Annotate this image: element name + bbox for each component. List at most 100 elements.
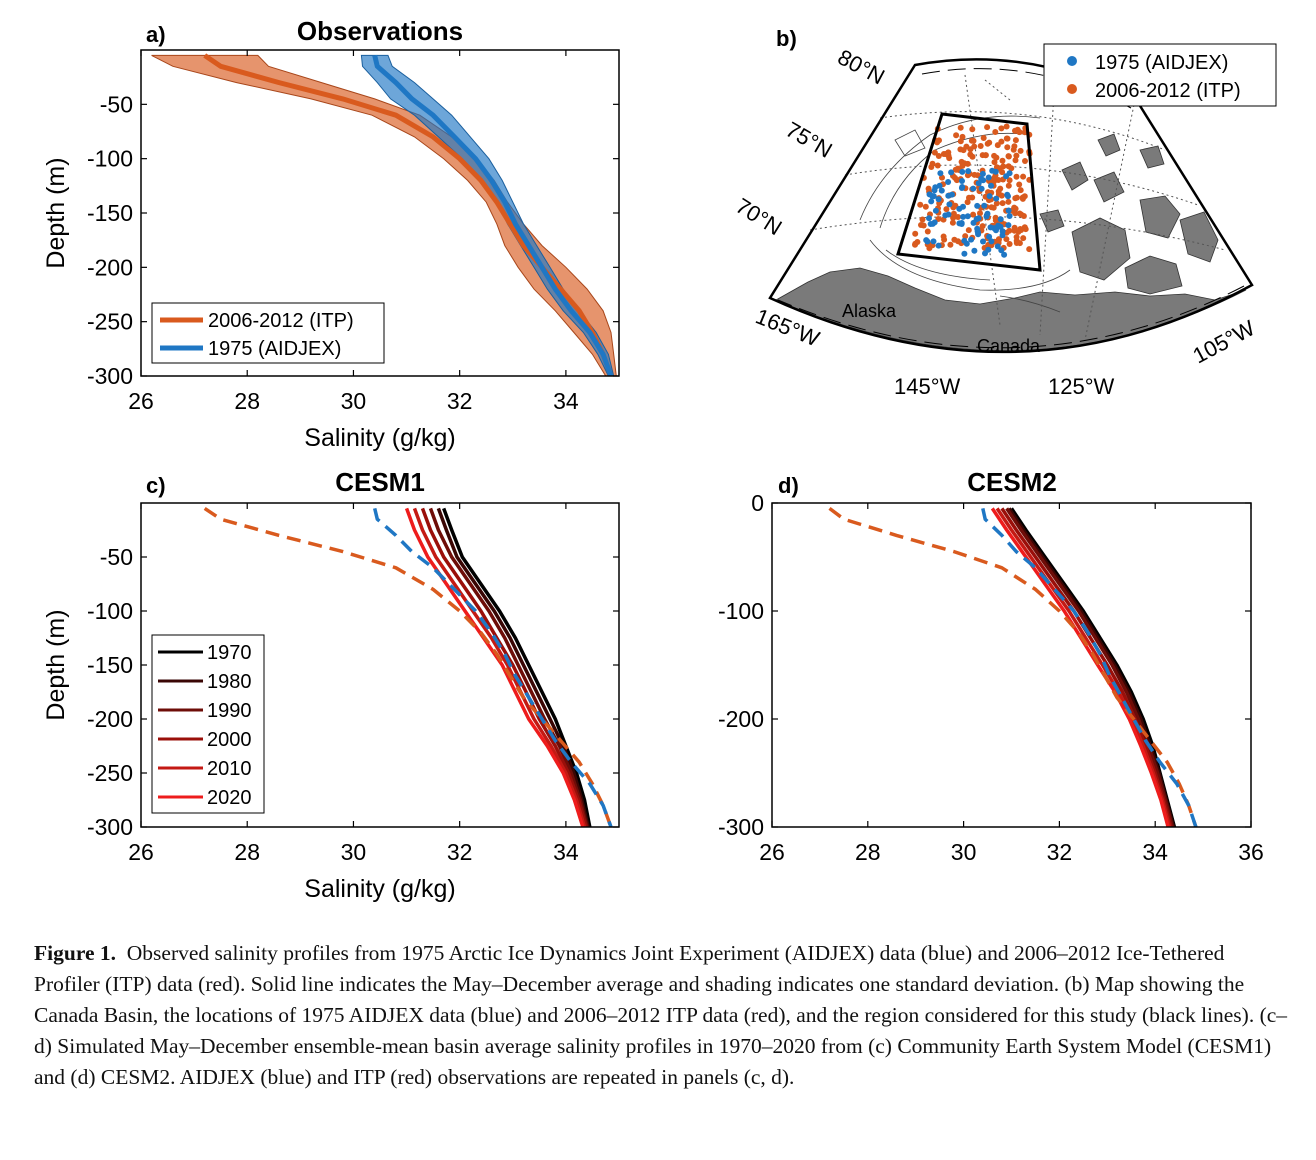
ytick-label-1-0: -50: [100, 544, 133, 570]
aidjex-point-71: [935, 242, 942, 249]
legend-a-label-0: 2006-2012 (ITP): [208, 310, 354, 332]
aidjex-point-11: [997, 216, 1004, 223]
itp-point-166: [1006, 177, 1013, 184]
itp-point-128: [1021, 224, 1028, 231]
itp-point-231: [957, 138, 964, 145]
panel-d-label: d): [778, 473, 799, 498]
itp-point-210: [1005, 182, 1012, 189]
itp-point-185: [919, 216, 926, 223]
itp-point-170: [994, 142, 1001, 149]
itp-point-146: [1020, 213, 1027, 219]
aidjex-point-43: [964, 213, 971, 220]
xtick-label-2-3: 32: [1047, 839, 1073, 865]
xtick-label-2-2: 30: [951, 839, 977, 865]
panel-d-title: CESM2: [967, 467, 1057, 497]
figure-caption: Figure 1. Observed salinity profiles fro…: [34, 938, 1294, 1093]
panel-a-xlabel: Salinity (g/kg): [304, 424, 455, 452]
panel-b-map: b): [731, 26, 1277, 399]
itp-point-126: [951, 236, 958, 243]
xtick-label-2-1: 28: [855, 839, 881, 865]
itp-point-149: [1005, 198, 1012, 205]
aidjex-point-36: [926, 215, 932, 222]
aidjex-point-70: [974, 228, 981, 235]
land-island-2: [1139, 195, 1181, 239]
land-island-8: [1097, 133, 1121, 157]
series-0-1975-aidjex--line: [372, 54, 614, 376]
aidjex-point-28: [975, 215, 982, 222]
xtick-label-2-4: 34: [1142, 839, 1168, 865]
itp-point-87: [999, 169, 1006, 176]
itp-point-141: [1012, 137, 1019, 144]
itp-point-221: [946, 155, 953, 162]
itp-point-109: [943, 206, 950, 213]
itp-point-192: [1012, 127, 1018, 134]
xtick-label-0-3: 32: [447, 388, 473, 414]
caption-text: Observed salinity profiles from 1975 Arc…: [34, 941, 1288, 1089]
aidjex-point-47: [1005, 222, 1012, 229]
series-0-2006-2012-itp--line: [203, 53, 614, 376]
legend-a-label-1: 1975 (AIDJEX): [208, 338, 341, 360]
itp-point-206: [991, 159, 998, 166]
itp-point-188: [968, 137, 975, 144]
map-legend-aidjex-label: 1975 (AIDJEX): [1095, 52, 1228, 74]
aidjex-point-29: [959, 168, 966, 175]
legend-c: 1970 1980 1990 2000 2010 2020: [151, 634, 265, 814]
aidjex-point-80: [932, 207, 939, 214]
ytick-label-1-5: -300: [87, 814, 133, 840]
panel-c-label: c): [146, 473, 166, 498]
aidjex-point-62: [993, 227, 999, 234]
land-island-5: [1061, 161, 1089, 191]
itp-point-51: [991, 152, 998, 159]
series-1-2000-line: [420, 507, 588, 827]
itp-point-154: [992, 217, 999, 224]
series-2-1990-line: [1005, 507, 1175, 827]
caption-label: Figure 1.: [34, 941, 117, 965]
itp-point-63: [969, 126, 976, 133]
aidjex-point-52: [978, 185, 985, 192]
aidjex-point-68: [975, 180, 982, 187]
panel-a-chart: a) Observations Depth (m) Salinity (g/kg…: [42, 16, 620, 452]
aidjex-point-48: [956, 220, 963, 227]
lat-label-80: 80°N: [834, 44, 889, 89]
itp-point-193: [1000, 163, 1007, 170]
series-2-2010-line: [995, 507, 1172, 827]
itp-point-191: [912, 230, 919, 237]
aidjex-point-74: [961, 250, 968, 257]
aidjex-point-2: [930, 238, 937, 245]
aidjex-point-72: [935, 196, 942, 203]
series-1-1970-line: [442, 507, 592, 827]
itp-point-3: [949, 219, 956, 226]
aidjex-point-66: [946, 201, 953, 208]
itp-point-39: [1003, 236, 1010, 243]
study-region-box: [896, 112, 1042, 272]
series-2-2020-line: [990, 507, 1170, 827]
itp-point-207: [993, 164, 1000, 171]
itp-point-34: [970, 211, 977, 218]
aidjex-point-34: [938, 187, 945, 194]
itp-point-57: [914, 239, 921, 245]
series-1-1990-line: [428, 507, 589, 827]
aidjex-point-22: [984, 210, 991, 217]
axes-frame-2: [771, 502, 1252, 828]
aidjex-point-65: [985, 174, 992, 181]
series-group-0: [151, 53, 617, 376]
aidjex-point-83: [958, 185, 965, 191]
itp-point-151: [950, 214, 957, 221]
aidjex-point-31: [1005, 193, 1011, 200]
legend-c-label-4: 2010: [207, 758, 252, 780]
aidjex-point-56: [923, 237, 930, 244]
itp-point-77: [934, 162, 941, 169]
itp-point-125: [953, 132, 960, 139]
aidjex-point-32: [985, 246, 992, 253]
aidjex-point-53: [945, 179, 952, 185]
itp-point-174: [1022, 158, 1028, 164]
aidjex-point-21: [948, 169, 955, 176]
itp-point-138: [979, 152, 986, 159]
itp-point-48: [999, 157, 1006, 164]
map-legend-aidjex-marker: [1067, 56, 1077, 66]
itp-point-31: [1016, 181, 1023, 188]
aidjex-point-67: [987, 224, 994, 231]
series-group-2: [828, 507, 1198, 827]
panel-c-ylabel: Depth (m): [42, 609, 70, 720]
legend-c-label-3: 2000: [207, 729, 252, 751]
